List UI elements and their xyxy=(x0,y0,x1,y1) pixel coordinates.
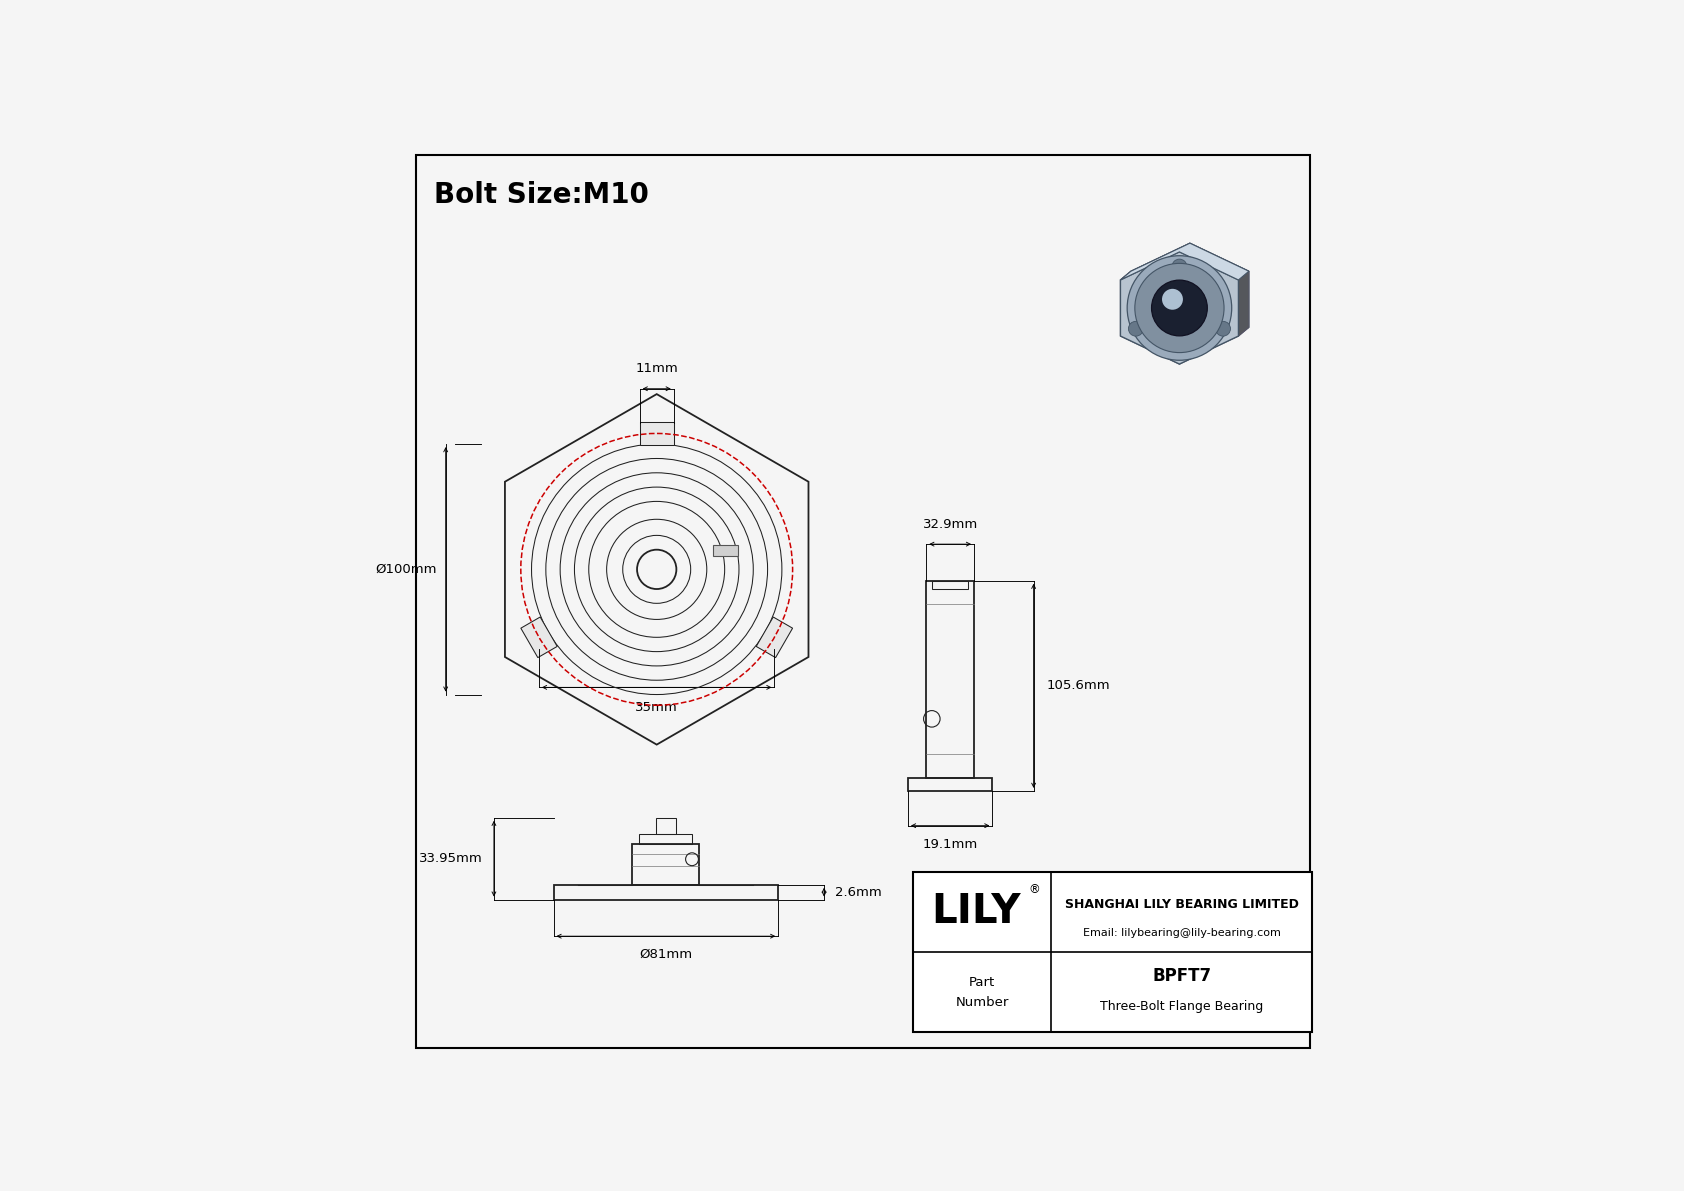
Circle shape xyxy=(1216,322,1231,336)
Text: Three-Bolt Flange Bearing: Three-Bolt Flange Bearing xyxy=(1100,1000,1263,1014)
Polygon shape xyxy=(1120,251,1238,364)
Text: Email: lilybearing@lily-bearing.com: Email: lilybearing@lily-bearing.com xyxy=(1083,928,1282,939)
Bar xyxy=(913,872,1312,1033)
Bar xyxy=(554,885,778,899)
Bar xyxy=(714,545,738,556)
Polygon shape xyxy=(756,617,793,657)
Text: 2.6mm: 2.6mm xyxy=(835,886,882,899)
Bar xyxy=(640,835,692,843)
Text: Ø100mm: Ø100mm xyxy=(376,563,436,576)
Circle shape xyxy=(1127,256,1231,360)
Text: 19.1mm: 19.1mm xyxy=(923,837,978,850)
Polygon shape xyxy=(640,423,674,444)
Text: 105.6mm: 105.6mm xyxy=(1046,679,1110,692)
Polygon shape xyxy=(1120,243,1250,280)
Text: SHANGHAI LILY BEARING LIMITED: SHANGHAI LILY BEARING LIMITED xyxy=(1064,898,1298,911)
Circle shape xyxy=(1135,263,1224,353)
Polygon shape xyxy=(1120,243,1191,280)
Polygon shape xyxy=(1179,328,1250,364)
Bar xyxy=(655,818,675,835)
Polygon shape xyxy=(1132,243,1250,355)
Polygon shape xyxy=(520,617,557,657)
Bar xyxy=(633,843,699,885)
Polygon shape xyxy=(1238,272,1250,336)
Polygon shape xyxy=(1120,272,1132,336)
Text: 35mm: 35mm xyxy=(635,701,679,715)
Text: Ø81mm: Ø81mm xyxy=(640,948,692,961)
Circle shape xyxy=(1162,289,1182,310)
Text: Bolt Size:M10: Bolt Size:M10 xyxy=(434,181,648,210)
Circle shape xyxy=(1172,260,1187,274)
Circle shape xyxy=(1128,322,1143,336)
Text: 33.95mm: 33.95mm xyxy=(419,853,483,865)
Text: BPFT7: BPFT7 xyxy=(1152,967,1211,985)
Text: 11mm: 11mm xyxy=(635,362,679,375)
Text: 32.9mm: 32.9mm xyxy=(923,518,978,531)
Bar xyxy=(926,581,973,778)
Polygon shape xyxy=(1120,328,1191,364)
Text: LILY: LILY xyxy=(931,892,1021,933)
Bar xyxy=(908,778,992,791)
Text: ®: ® xyxy=(1029,883,1041,896)
Bar xyxy=(933,581,968,588)
Text: Part
Number: Part Number xyxy=(955,975,1009,1009)
Circle shape xyxy=(1152,280,1207,336)
Polygon shape xyxy=(1179,243,1250,280)
